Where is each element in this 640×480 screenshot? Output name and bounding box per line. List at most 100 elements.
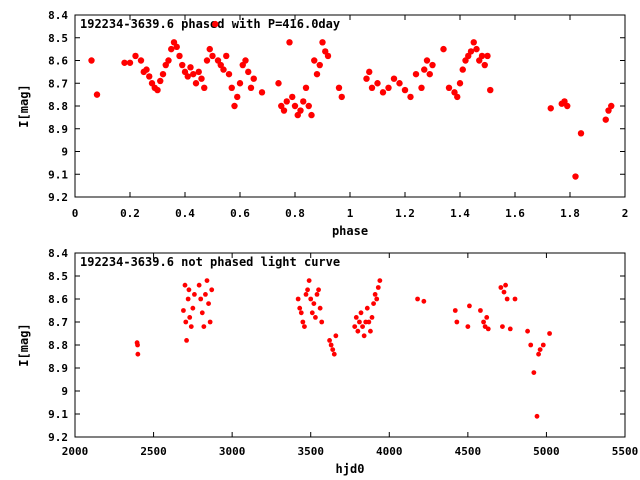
data-point: [137, 57, 145, 64]
data-point: [300, 98, 307, 105]
data-point: [302, 324, 307, 329]
x-tick-label: 4000: [376, 445, 403, 458]
data-point: [157, 77, 164, 85]
data-point: [146, 73, 153, 80]
phased-light-curve-panel: 0 0.2 0.4 0.6 0.8 1 1.2 1.4 1.6 1.8 2 8.4 8.5 8.6 8.7 8…: [17, 9, 628, 238]
data-point: [452, 308, 458, 313]
data-point: [306, 278, 312, 283]
x-tick-label: 0.8: [285, 207, 305, 220]
data-point: [547, 331, 552, 336]
data-point: [212, 20, 219, 28]
data-point: [313, 70, 321, 78]
data-point: [608, 102, 615, 110]
data-points: [134, 278, 552, 419]
data-point: [209, 287, 215, 293]
data-point: [317, 305, 323, 311]
x-axis-label: phase: [332, 224, 368, 238]
y-axis-label: I[mag]: [17, 84, 31, 127]
y-tick-label: 8.7: [48, 316, 68, 329]
data-point: [357, 319, 362, 325]
data-point: [187, 64, 194, 71]
data-point: [280, 107, 288, 114]
data-point: [429, 61, 436, 69]
chart-title: 192234-3639.6 not phased light curve: [80, 255, 340, 269]
y-tick-label: 8.4: [48, 9, 68, 22]
data-point: [286, 39, 293, 46]
data-point: [364, 305, 370, 311]
data-points: [88, 20, 615, 180]
y-tick-label: 9: [61, 146, 68, 159]
data-point: [327, 338, 332, 343]
data-point: [528, 342, 534, 348]
data-point: [186, 287, 192, 293]
data-point: [190, 70, 197, 78]
data-point: [185, 296, 191, 302]
data-point: [390, 75, 398, 82]
data-point: [385, 84, 392, 92]
data-point: [275, 80, 282, 87]
y-tick-label: 8.7: [48, 77, 68, 90]
x-tick-label: 5500: [612, 445, 639, 458]
data-point: [353, 315, 359, 320]
data-point: [504, 296, 510, 302]
data-point: [192, 80, 200, 87]
data-point: [165, 57, 172, 64]
data-point: [333, 333, 339, 339]
data-point: [498, 285, 504, 290]
data-point: [335, 84, 343, 92]
x-tick-label: 1: [347, 207, 354, 220]
x-tick-label: 5000: [533, 445, 560, 458]
data-point: [245, 68, 252, 76]
data-point: [338, 93, 345, 101]
data-point: [368, 328, 373, 334]
data-point: [534, 413, 540, 419]
data-point: [135, 351, 141, 357]
data-point: [375, 285, 381, 290]
x-tick-label: 1.4: [450, 207, 470, 220]
data-point: [159, 70, 167, 78]
data-point: [371, 301, 376, 306]
data-point: [223, 52, 230, 60]
data-point: [481, 319, 486, 325]
data-point: [366, 68, 373, 76]
data-point: [302, 84, 310, 92]
data-point: [311, 301, 317, 306]
data-point: [283, 98, 290, 105]
data-point: [423, 57, 431, 64]
data-point: [358, 310, 364, 316]
data-point: [470, 39, 477, 46]
data-point: [308, 296, 314, 302]
x-tick-label: 2: [622, 207, 629, 220]
data-point: [572, 173, 579, 180]
data-point: [363, 75, 370, 82]
data-point: [330, 347, 336, 352]
data-point: [487, 86, 494, 94]
data-point: [258, 89, 266, 96]
data-point: [467, 303, 472, 309]
data-point: [173, 43, 180, 51]
x-tick-label: 0.4: [175, 207, 195, 220]
data-point: [203, 57, 211, 64]
data-point: [236, 80, 244, 87]
x-tick-label: 0.2: [120, 207, 140, 220]
data-point: [199, 310, 205, 316]
data-point: [525, 328, 530, 334]
data-point: [291, 102, 299, 110]
data-point: [242, 57, 249, 64]
x-tick-label: 2500: [140, 445, 167, 458]
y-tick-label: 8.6: [48, 293, 68, 306]
data-point: [250, 75, 257, 82]
y-tick-label: 8.8: [48, 339, 68, 352]
data-point: [374, 80, 381, 87]
data-point: [454, 93, 461, 101]
unphased-light-curve-panel: 2000 2500 3000 3500 4000 4500 5000 5500 8.4 8.5 8.…: [17, 247, 638, 476]
data-point: [459, 66, 466, 73]
data-point: [426, 70, 433, 78]
data-point: [179, 61, 186, 69]
data-point: [379, 89, 387, 96]
data-point: [564, 102, 571, 110]
data-point: [445, 84, 453, 92]
data-point: [305, 287, 310, 293]
data-point: [374, 296, 380, 302]
